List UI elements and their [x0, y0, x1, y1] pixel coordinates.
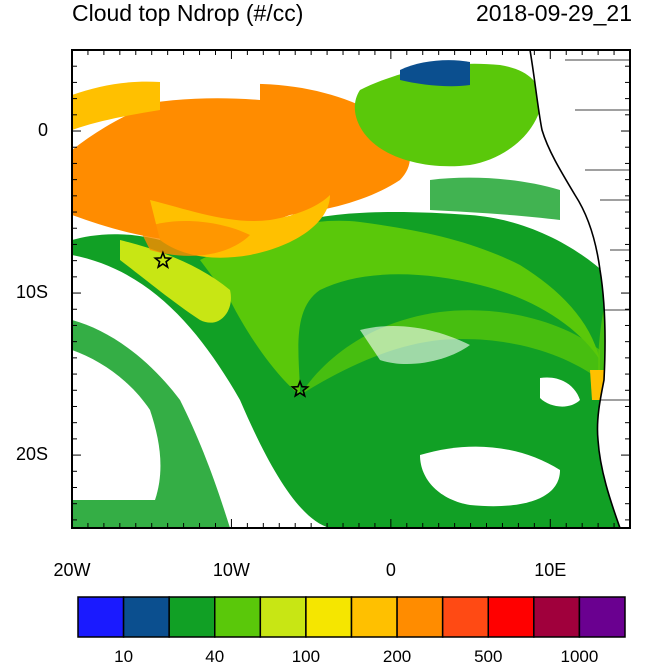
colorbar-label: 500: [474, 647, 503, 666]
lon-tick-label: 10W: [212, 560, 250, 580]
lon-tick-label: 0: [385, 560, 396, 580]
colorbar-swatch: [259, 596, 307, 638]
star-marker: [290, 379, 310, 398]
colorbar: [77, 596, 626, 638]
star-marker: [153, 250, 173, 269]
map-title: Cloud top Ndrop (#/cc): [72, 0, 304, 26]
colorbar-swatch: [305, 596, 353, 638]
lat-tick-label: 20S: [15, 444, 48, 465]
colorbar-label: 200: [382, 647, 412, 666]
lon-tick-label: 20W: [53, 560, 91, 580]
colorbar-swatch: [122, 596, 170, 638]
map-markers: [153, 250, 310, 398]
colorbar-swatch: [396, 596, 444, 638]
colorbar-swatch: [168, 596, 216, 638]
lat-tick-label: 0: [37, 120, 48, 141]
colorbar-label: 10: [114, 647, 134, 666]
colorbar-label: 100: [291, 647, 321, 666]
ndrop-field: [72, 50, 630, 528]
colorbar-swatch: [441, 596, 489, 638]
colorbar-swatch: [214, 596, 262, 638]
colorbar-label: 40: [205, 647, 225, 666]
axis-ticks: [71, 49, 631, 528]
colorbar-swatch: [578, 596, 626, 638]
colorbar-swatch: [533, 596, 581, 638]
colorbar-swatch: [487, 596, 535, 638]
lat-tick-label: 10S: [15, 282, 48, 303]
colorbar-label: 1000: [560, 647, 599, 666]
colorbar-swatch: [77, 596, 125, 638]
plot-frame: [71, 49, 631, 529]
colorbar-swatch: [350, 596, 398, 638]
map-datetime: 2018-09-29_21: [475, 0, 632, 26]
lon-tick-label: 10E: [534, 560, 567, 580]
